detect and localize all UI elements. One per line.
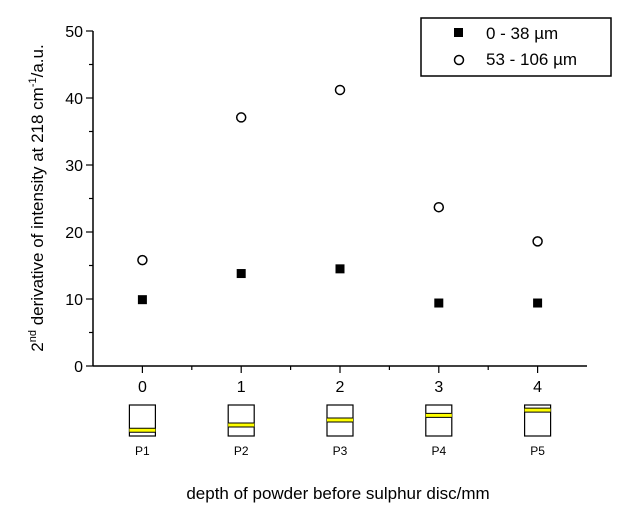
data-point-series-1	[236, 269, 246, 279]
position-label: P3	[333, 444, 348, 458]
position-diagram: P4	[425, 404, 453, 458]
data-point-series-1	[335, 264, 345, 274]
data-point-series-1	[434, 298, 444, 308]
legend-box	[420, 17, 612, 77]
data-point-series-2	[433, 201, 445, 213]
legend-marker-series-1	[454, 28, 463, 37]
y-tick-label: 30	[65, 158, 83, 175]
x-tick-label: 1	[237, 379, 246, 396]
position-diagram: P2	[227, 404, 255, 458]
position-label: P1	[135, 444, 150, 458]
legend: 0 - 38 µm 53 - 106 µm	[420, 17, 612, 77]
x-tick-label: 2	[336, 379, 345, 396]
x-axis-ticks: 0 1 2 3 4	[138, 366, 542, 396]
y-tick-label: 0	[74, 359, 83, 376]
legend-label-series-2: 53 - 106 µm	[486, 50, 577, 69]
legend-marker-series-2	[453, 54, 465, 66]
sulphur-disc-band	[327, 418, 353, 423]
legend-label-series-1: 0 - 38 µm	[486, 24, 558, 43]
y-tick-label: 40	[65, 91, 83, 108]
y-axis-ticks: 0 10 20 30 40 50	[65, 24, 93, 376]
position-diagram: P1	[128, 404, 156, 458]
data-point-series-1	[137, 295, 147, 305]
position-diagram: P5	[523, 404, 552, 458]
sulphur-disc-band	[129, 428, 156, 433]
diagram-box	[425, 404, 453, 437]
position-diagrams: P1 P2 P3 P4 P5	[128, 404, 552, 458]
plot-axes	[92, 31, 587, 367]
y-tick-label: 50	[65, 24, 83, 41]
x-tick-label: 4	[533, 379, 542, 396]
y-axis-title: 2nd derivative of intensity at 218 cm-1/…	[27, 44, 47, 351]
data-point-series-1	[533, 298, 543, 308]
diagram-box	[227, 404, 255, 437]
data-point-series-2	[137, 254, 148, 266]
position-diagram: P3	[326, 404, 354, 458]
y-tick-label: 20	[65, 225, 83, 242]
x-axis-title: depth of powder before sulphur disc/mm	[186, 484, 489, 503]
data-point-series-2	[334, 84, 346, 96]
y-tick-label: 10	[65, 292, 83, 309]
x-tick-label: 3	[434, 379, 443, 396]
position-label: P2	[234, 444, 249, 458]
sulphur-disc-band	[425, 413, 452, 418]
position-label: P4	[431, 444, 446, 458]
x-tick-label: 0	[138, 379, 147, 396]
data-point-series-2	[532, 236, 543, 247]
data-point-series-2	[235, 112, 247, 123]
sulphur-disc-band	[524, 408, 551, 413]
position-label: P5	[530, 444, 545, 458]
data-points	[137, 84, 543, 308]
sulphur-disc-band	[228, 422, 255, 427]
